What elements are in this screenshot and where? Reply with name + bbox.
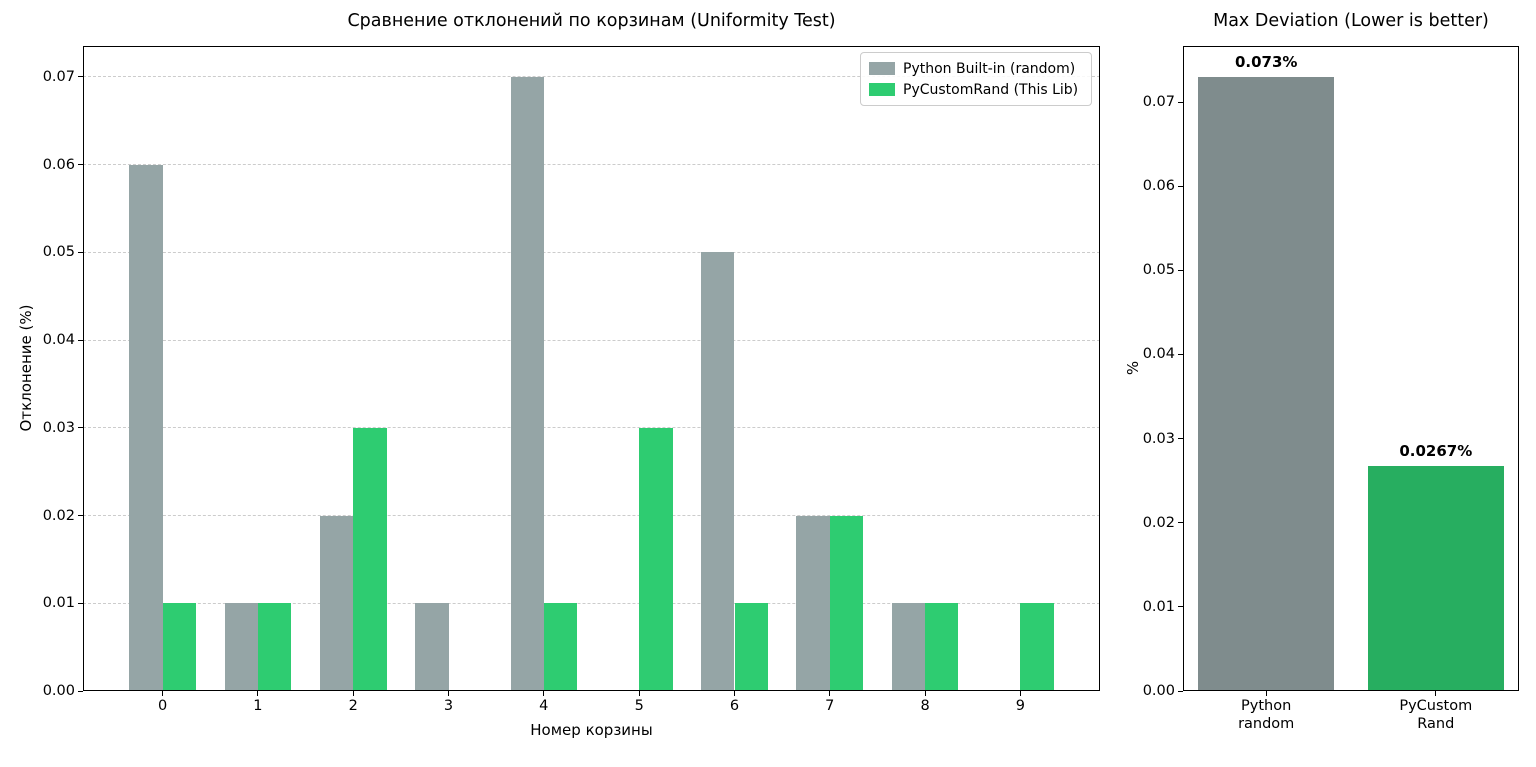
y-tick-mark [78,690,83,692]
x-tick-label: Python random [1238,698,1295,732]
bar [891,603,926,691]
y-tick-label: 0.00 [1142,683,1175,699]
y-tick-label: 0.02 [1142,514,1175,531]
right-chart-title: Max Deviation (Lower is better) [1213,11,1489,31]
bar [353,427,387,691]
gridline [83,602,1100,604]
legend-label: Python Built-in (random) [903,60,1076,77]
y-tick-mark [1178,101,1183,103]
bar [129,164,163,691]
x-tick-mark [1435,691,1437,696]
bar [543,603,578,691]
y-tick-mark [1178,522,1183,524]
y-tick-mark [78,339,83,341]
x-tick-label: 1 [253,698,263,714]
gridline [83,339,1100,341]
x-tick-mark [543,691,545,696]
bar [1020,603,1054,691]
y-tick-mark [1178,438,1183,440]
x-tick-mark [448,691,449,696]
bar [162,603,196,691]
x-tick-label: 7 [825,698,835,714]
bar [796,515,830,691]
y-tick-label: 0.04 [42,332,75,348]
y-tick-label: 0.04 [1142,346,1175,363]
x-tick-label: 0 [157,698,168,714]
bar [925,603,959,691]
y-tick-label: 0.06 [1142,178,1175,195]
legend: Python Built-in (random) PyCustomRand (Th… [860,52,1092,106]
bar [1368,466,1504,691]
legend-entry: PyCustomRand (This Lib) [869,79,1083,100]
y-tick-label: 0.07 [42,68,75,85]
bar [510,76,544,691]
legend-label: PyCustomRand (This Lib) [903,81,1079,98]
y-tick-label: 0.06 [42,156,75,173]
x-tick-label: 8 [920,698,930,714]
y-tick-label: 0.07 [1142,94,1175,110]
gridline [83,427,1100,429]
x-tick-label: 9 [1015,698,1025,714]
x-tick-mark [638,691,640,696]
x-tick-mark [352,691,354,696]
y-tick-label: 0.01 [42,595,75,612]
bar [734,603,768,691]
y-tick-label: 0.05 [42,244,75,261]
y-tick-mark [78,76,83,78]
left-x-axis-label: Номер корзины [530,721,653,739]
gridline [83,515,1100,516]
x-tick-mark [924,691,926,696]
y-tick-label: 0.01 [1142,598,1175,615]
y-tick-mark [1178,185,1183,187]
x-tick-label: 2 [348,698,358,714]
bar [1198,76,1335,691]
gridline [83,76,1100,78]
y-tick-mark [1178,269,1183,271]
y-tick-mark [78,164,83,165]
x-tick-mark [1265,691,1267,696]
y-tick-mark [78,515,83,516]
y-tick-mark [1178,353,1183,355]
x-tick-mark [1019,691,1021,696]
y-tick-mark [78,602,83,604]
x-tick-mark [162,691,164,696]
x-tick-label: 5 [634,698,644,714]
bar-value-label: 0.0267% [1399,442,1473,461]
x-tick-label: 4 [539,698,549,714]
bar [224,603,258,691]
bar [639,427,673,691]
x-tick-label: PyCustom Rand [1399,698,1473,732]
legend-swatch [869,83,895,96]
y-tick-mark [78,251,83,253]
y-tick-mark [1178,690,1183,692]
x-tick-label: 3 [443,698,454,714]
y-tick-mark [78,427,83,429]
x-tick-label: 6 [729,698,740,714]
bar [319,515,354,691]
left-chart-title: Сравнение отклонений по корзинам (Unifor… [347,11,836,31]
y-tick-label: 0.03 [1142,430,1175,447]
bar [701,252,735,691]
gridline [83,251,1100,253]
x-tick-mark [257,691,259,696]
bar [257,603,292,691]
gridline [83,164,1100,165]
y-tick-label: 0.00 [42,683,75,699]
legend-entry: Python Built-in (random) [869,58,1083,79]
x-tick-mark [829,691,831,696]
bar-value-label: 0.073% [1234,52,1298,71]
y-tick-label: 0.05 [1142,262,1175,279]
y-tick-label: 0.02 [42,507,75,524]
y-tick-label: 0.03 [42,419,75,436]
x-tick-mark [734,691,735,696]
y-tick-mark [1178,606,1183,608]
legend-swatch [869,62,895,75]
bar [415,603,449,691]
bar [829,515,864,691]
